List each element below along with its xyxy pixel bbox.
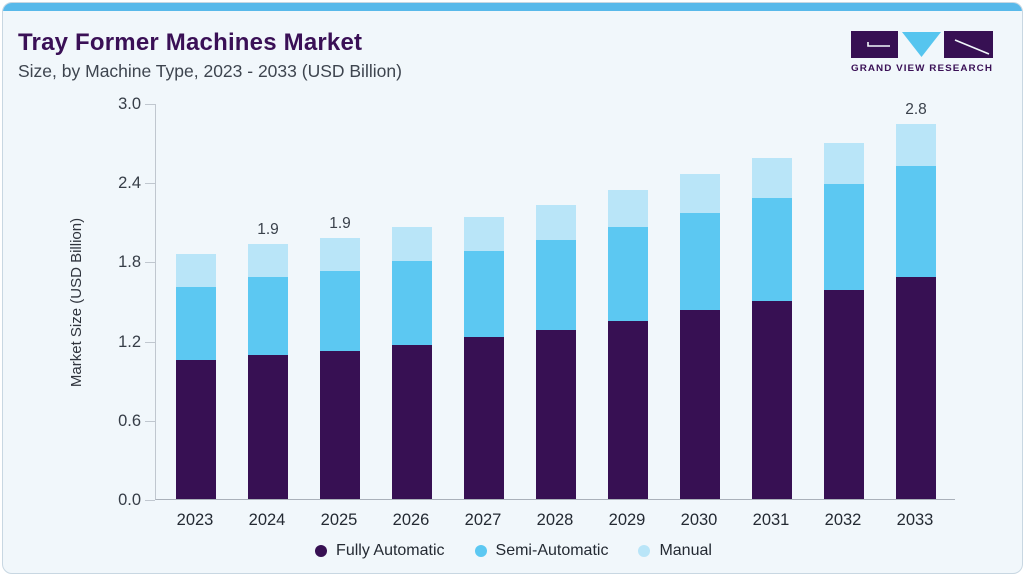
bar-segment-manual	[536, 204, 576, 241]
y-tick-label-0.6: 0.6	[118, 411, 141, 430]
bar-segment-semi-automatic	[752, 198, 792, 301]
logo-v-triangle-icon	[902, 32, 941, 57]
y-tick-mark	[145, 183, 155, 185]
bar-segment-manual	[824, 142, 864, 184]
bar-segment-fully-automatic	[896, 277, 936, 499]
x-tick-label-2024: 2024	[248, 511, 286, 529]
bar-2026	[392, 227, 432, 499]
bar-segment-semi-automatic	[896, 166, 936, 278]
page-title: Tray Former Machines Market	[18, 29, 363, 56]
legend-swatch-semi-automatic-icon	[474, 545, 487, 557]
logo-g-block	[851, 31, 898, 58]
bar-2032	[824, 142, 864, 499]
bar-segment-fully-automatic	[464, 336, 504, 499]
chart-legend: Fully Automatic Semi-Automatic Manual	[3, 540, 1022, 562]
bar-2027	[464, 216, 504, 499]
x-tick-label-2032: 2032	[824, 511, 862, 529]
bar-segment-semi-automatic	[176, 286, 216, 361]
legend-item-fully-automatic: Fully Automatic	[315, 542, 445, 560]
bar-segment-semi-automatic	[320, 270, 360, 352]
bar-segment-semi-automatic	[536, 240, 576, 331]
bar-2023	[176, 253, 216, 499]
top-accent-strip	[3, 3, 1022, 11]
logo-wordmark: GRAND VIEW RESEARCH	[851, 63, 993, 74]
x-tick-label-2027: 2027	[464, 511, 502, 529]
bar-segment-semi-automatic	[248, 277, 288, 356]
y-tick-label-3.0: 3.0	[118, 95, 141, 113]
y-tick-mark	[145, 262, 155, 264]
y-axis-title: Market Size (USD Billion)	[68, 217, 86, 387]
bar-segment-manual	[896, 124, 936, 167]
bar-segment-fully-automatic	[824, 290, 864, 499]
bar-segment-fully-automatic	[608, 320, 648, 499]
bar-segment-fully-automatic	[752, 301, 792, 499]
x-tick-label-2028: 2028	[536, 511, 574, 529]
plot-area: 1.9 1.9 2.8	[146, 101, 955, 500]
bar-segment-fully-automatic	[248, 355, 288, 499]
y-tick-label-1.8: 1.8	[118, 253, 141, 272]
bar-2031	[752, 158, 792, 499]
y-tick-mark	[145, 420, 155, 422]
bar-segment-semi-automatic	[392, 261, 432, 345]
bar-segment-fully-automatic	[176, 360, 216, 499]
bar-segment-manual	[680, 174, 720, 213]
y-tick-mark	[145, 500, 155, 501]
bar-value-label-2033: 2.8	[905, 101, 927, 119]
bar-2028	[536, 204, 576, 499]
bar-segment-manual	[464, 216, 504, 251]
y-tick-label-2.4: 2.4	[118, 174, 141, 193]
legend-item-semi-automatic: Semi-Automatic	[474, 542, 608, 560]
page-subtitle: Size, by Machine Type, 2023 - 2033 (USD …	[18, 61, 402, 81]
bar-segment-semi-automatic	[608, 227, 648, 321]
bar-segment-manual	[248, 244, 288, 278]
x-tick-label-2025: 2025	[320, 511, 358, 529]
bar-value-label-2025: 1.9	[329, 214, 351, 232]
bar-segment-manual	[608, 190, 648, 228]
grand-view-research-logo: GRAND VIEW RESEARCH	[851, 31, 993, 74]
bar-2030	[680, 174, 720, 499]
y-tick-label-0.0: 0.0	[118, 491, 141, 509]
bar-2024	[248, 244, 288, 499]
legend-swatch-manual-icon	[638, 545, 651, 557]
bar-2025	[320, 237, 360, 499]
y-tick-mark	[145, 104, 155, 105]
legend-item-manual: Manual	[638, 542, 712, 560]
y-tick-label-1.2: 1.2	[118, 332, 141, 351]
bar-2033	[896, 124, 936, 499]
bar-segment-manual	[392, 227, 432, 262]
x-tick-label-2030: 2030	[680, 511, 718, 529]
bar-segment-manual	[176, 253, 216, 287]
bar-segment-manual	[320, 237, 360, 271]
x-tick-label-2033: 2033	[896, 511, 934, 529]
legend-swatch-fully-automatic-icon	[315, 545, 328, 557]
x-tick-label-2029: 2029	[608, 511, 646, 529]
x-tick-label-2026: 2026	[392, 511, 430, 529]
bar-segment-fully-automatic	[392, 344, 432, 499]
logo-r-block	[944, 31, 993, 58]
bar-segment-manual	[752, 158, 792, 199]
bar-segment-fully-automatic	[320, 351, 360, 499]
bar-segment-fully-automatic	[536, 330, 576, 499]
x-tick-label-2031: 2031	[752, 511, 790, 529]
y-tick-mark	[145, 341, 155, 343]
x-tick-label-2023: 2023	[176, 511, 214, 529]
bar-2029	[608, 190, 648, 499]
bar-segment-semi-automatic	[464, 250, 504, 337]
bar-segment-fully-automatic	[680, 310, 720, 499]
bar-segment-semi-automatic	[824, 183, 864, 291]
bar-segment-semi-automatic	[680, 212, 720, 311]
bar-value-label-2024: 1.9	[257, 221, 279, 239]
